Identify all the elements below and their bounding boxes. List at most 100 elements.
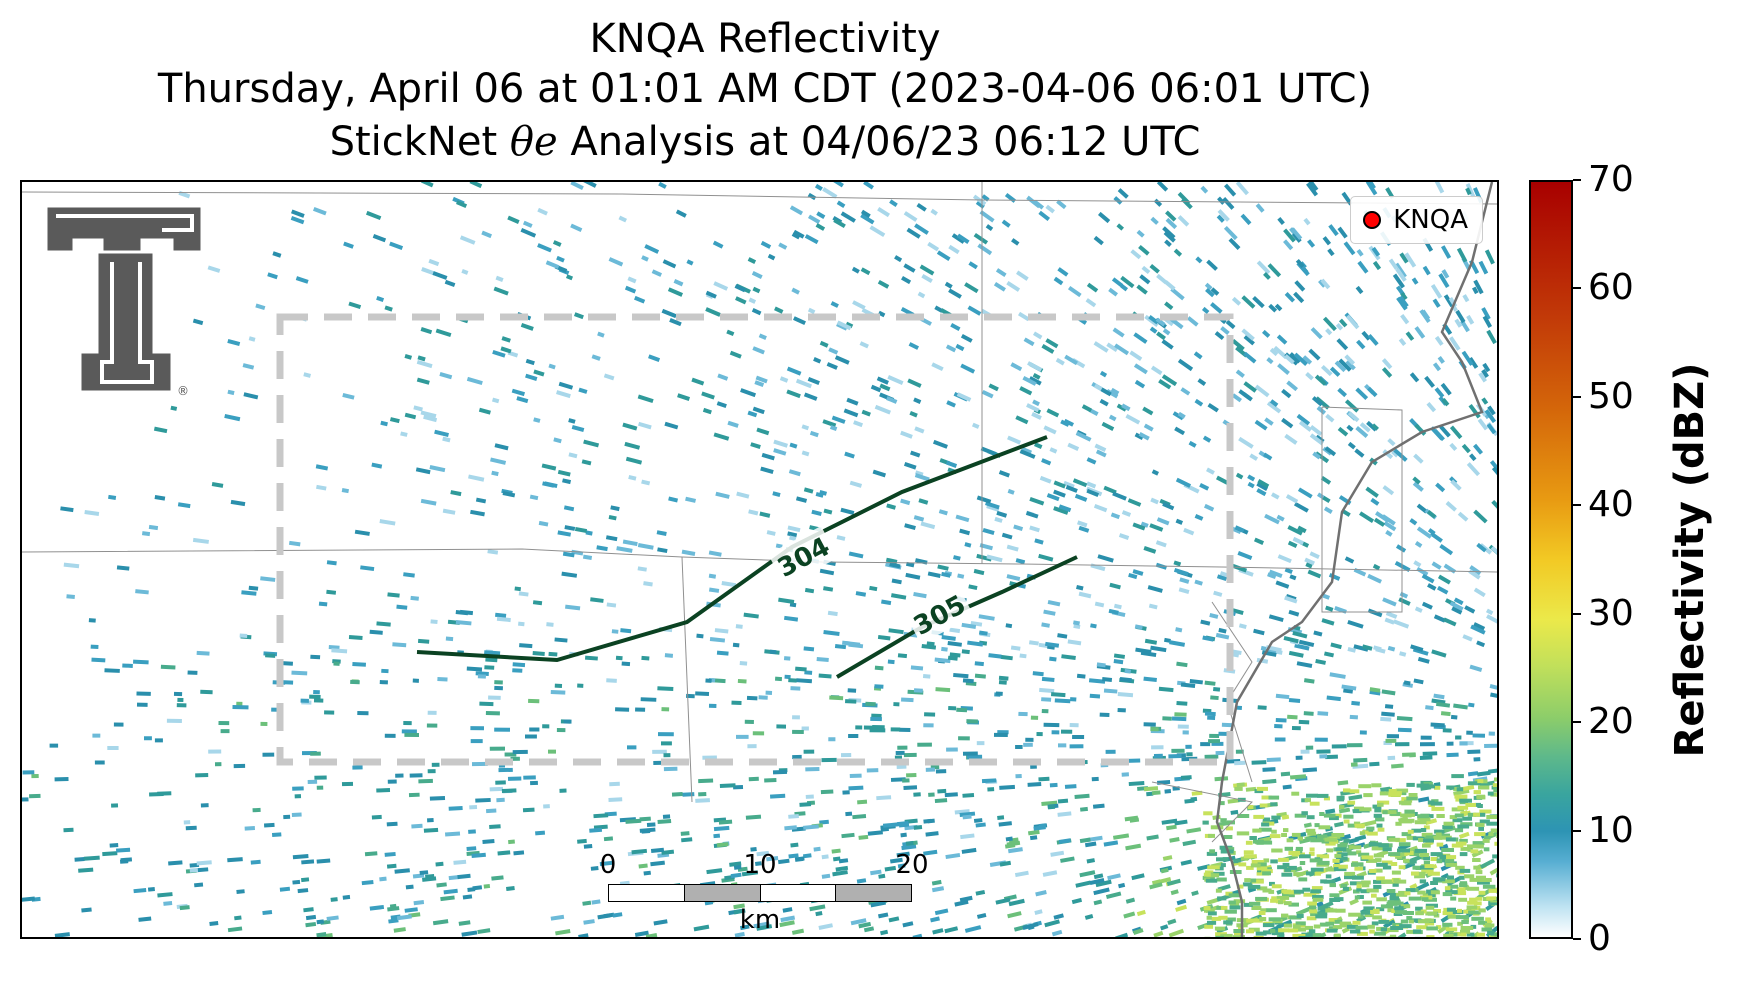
echo-gate — [956, 392, 972, 402]
echo-gate — [135, 589, 149, 595]
echo-gate — [650, 860, 665, 867]
echo-gate — [1489, 684, 1497, 691]
echo-gate — [840, 507, 855, 516]
echo-gate — [973, 818, 983, 823]
echo-gate — [379, 519, 396, 526]
echo-gate — [1455, 309, 1466, 324]
echo-gate — [662, 259, 677, 269]
echo-gate — [310, 654, 321, 660]
echo-gate — [1105, 749, 1116, 754]
echo-gate-strong — [1395, 788, 1409, 793]
echo-gate — [512, 749, 528, 755]
echo-gate — [578, 387, 588, 394]
echo-gate — [747, 744, 757, 749]
echo-gate — [421, 267, 436, 276]
echo-gate-strong — [1247, 805, 1254, 809]
echo-gate — [834, 644, 847, 650]
echo-gate-strong — [1254, 789, 1264, 794]
colorbar-tick-mark — [1573, 179, 1581, 181]
echo-gate — [369, 629, 383, 635]
echo-gate — [1041, 708, 1049, 714]
colorbar-tick-mark — [1573, 395, 1581, 398]
echo-gate — [1213, 590, 1223, 597]
echo-gate — [1136, 909, 1146, 917]
echo-gate — [485, 711, 500, 716]
echo-gate — [348, 634, 363, 641]
echo-gate-strong — [1293, 927, 1306, 932]
echo-gate — [1488, 731, 1495, 736]
echo-gate — [888, 628, 904, 635]
echo-gate — [1392, 273, 1405, 289]
echo-gate — [1069, 744, 1084, 749]
echo-gate — [423, 827, 439, 833]
echo-gate-strong — [1339, 805, 1345, 810]
echo-gate-strong — [1278, 934, 1285, 937]
echo-gate — [546, 622, 554, 627]
echo-gate — [1486, 614, 1497, 626]
echo-gate — [1204, 711, 1216, 717]
echo-gate — [755, 375, 768, 384]
echo-gate — [1209, 733, 1220, 738]
echo-gate — [861, 409, 871, 417]
echo-gate — [962, 678, 974, 684]
echo-gate — [591, 899, 601, 905]
echo-gate-strong — [1414, 874, 1425, 879]
echo-gate — [1219, 571, 1229, 578]
echo-gate-strong — [1412, 865, 1425, 870]
echo-gate-strong — [1469, 877, 1482, 882]
echo-gate — [556, 255, 565, 263]
echo-gate — [1383, 919, 1396, 929]
echo-gate — [29, 793, 41, 799]
echo-gate — [518, 591, 529, 597]
echo-gate — [1465, 187, 1472, 196]
echo-gate — [863, 926, 875, 933]
echo-gate-strong — [1329, 898, 1341, 902]
echo-gate — [583, 919, 595, 925]
echo-gate — [425, 873, 435, 879]
echo-gate-strong — [1347, 800, 1356, 805]
echo-gate-strong — [1378, 919, 1390, 924]
echo-gate — [1361, 330, 1371, 341]
echo-gate — [361, 880, 374, 886]
echo-gate — [618, 215, 627, 223]
echo-gate — [1396, 716, 1413, 722]
echo-gate-strong — [1349, 881, 1362, 886]
echo-gate — [1165, 217, 1178, 230]
echo-gate — [1276, 334, 1288, 345]
colorbar-tick-label: 30 — [1588, 592, 1634, 634]
echo-gate-strong — [1470, 924, 1477, 929]
echo-gate — [507, 776, 522, 781]
echo-gate-strong — [1252, 828, 1262, 833]
echo-gate-strong — [1477, 779, 1484, 784]
echo-gate — [1010, 645, 1021, 651]
echo-gate — [855, 725, 863, 730]
echo-gate-strong — [1283, 901, 1292, 906]
echo-gate — [1269, 347, 1279, 357]
echo-gate — [639, 816, 651, 822]
echo-gate — [751, 270, 763, 279]
echo-gate — [1015, 744, 1023, 750]
echo-gate — [450, 490, 462, 497]
echo-gate-strong — [1483, 847, 1490, 852]
echo-gate — [313, 207, 327, 216]
echo-gate-strong — [1421, 897, 1429, 902]
echo-gate — [1449, 425, 1463, 440]
echo-gate — [537, 243, 552, 253]
echo-gate — [1138, 432, 1150, 441]
echo-gate — [1369, 761, 1380, 767]
echo-gate — [962, 814, 972, 820]
echo-gate — [1356, 248, 1364, 257]
echo-gate — [183, 820, 191, 825]
echo-gate — [440, 895, 455, 902]
echo-gate — [1251, 760, 1267, 765]
echo-gate — [1400, 314, 1410, 325]
echo-gate-strong — [1439, 854, 1451, 859]
echo-gate — [1156, 331, 1166, 341]
echo-gate — [747, 410, 758, 418]
echo-gate-strong — [1406, 782, 1415, 787]
echo-gate — [1053, 480, 1066, 489]
echo-gate — [1214, 776, 1229, 782]
echo-gate-strong — [1430, 890, 1440, 895]
echo-gate-strong — [1207, 920, 1217, 925]
echo-gate-strong — [1386, 889, 1396, 893]
